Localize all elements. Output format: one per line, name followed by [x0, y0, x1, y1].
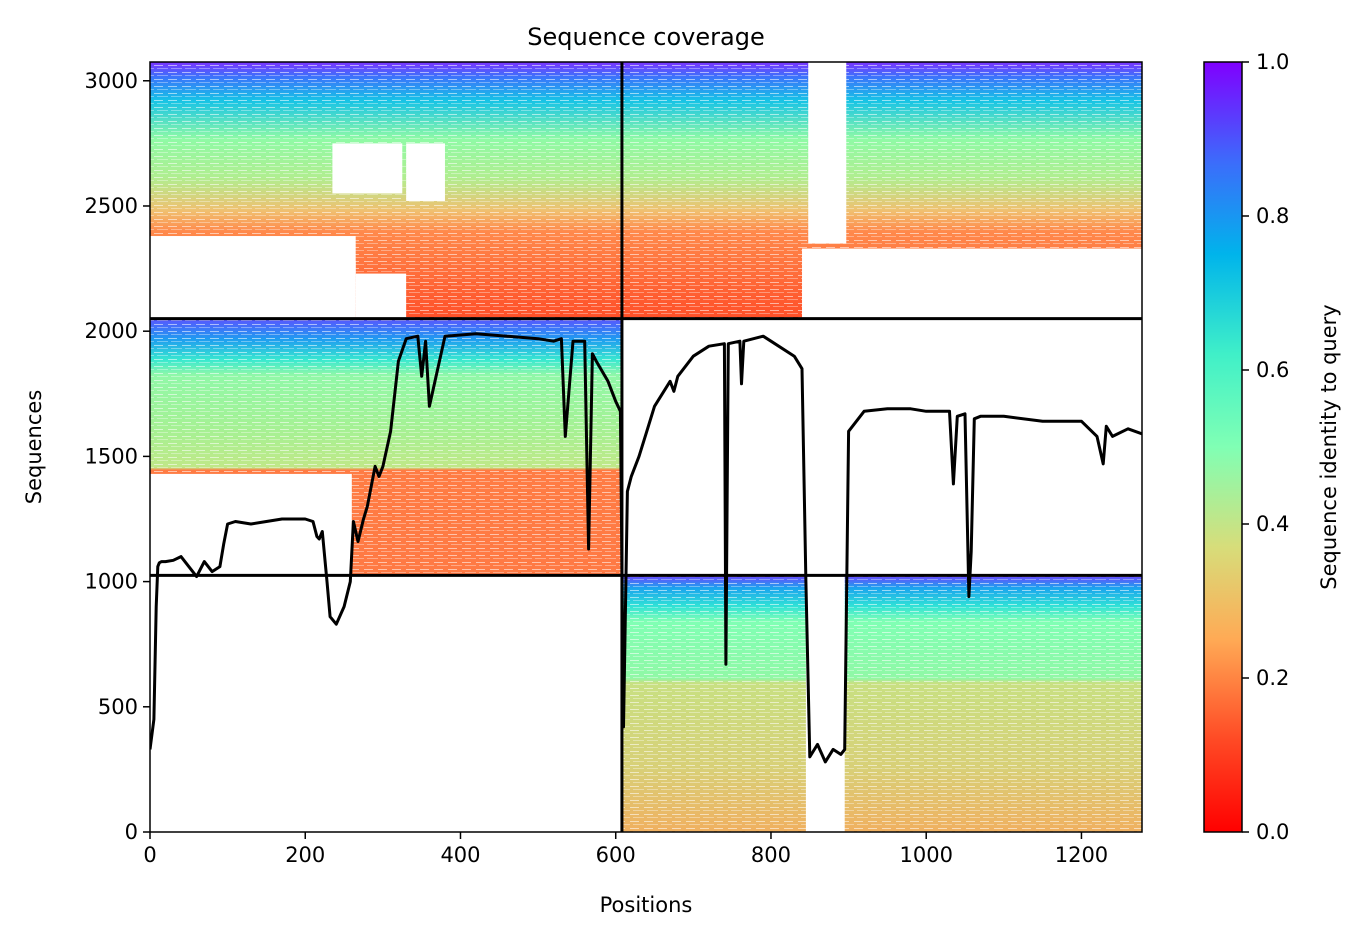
coverage-line-layer	[150, 332, 1142, 764]
uncovered-region	[805, 575, 845, 832]
x-tick-label: 600	[596, 843, 636, 867]
heatmap-layer	[150, 62, 1142, 832]
colorbar	[1203, 61, 1243, 833]
x-axis: 0 200 400 600 800 1000 1200	[143, 832, 1108, 867]
y-tick-label: 1500	[85, 444, 138, 468]
y-tick-label: 3000	[85, 69, 138, 93]
y-tick-label: 500	[98, 695, 138, 719]
y-tick-label: 1000	[85, 570, 138, 594]
colorbar-tick-label: 0.2	[1256, 666, 1289, 690]
uncovered-region	[355, 273, 407, 319]
x-tick-label: 0	[143, 843, 156, 867]
colorbar-axis: 0.0 0.2 0.4 0.6 0.8 1.0	[1242, 50, 1289, 844]
block-dividers	[150, 62, 1142, 832]
uncovered-region	[808, 62, 847, 244]
x-tick-label: 800	[751, 843, 791, 867]
axes-frame	[149, 61, 1143, 833]
colorbar-tick-label: 0.4	[1256, 512, 1289, 536]
y-axis-label: Sequences	[22, 390, 46, 505]
uncovered-region	[406, 143, 445, 201]
colorbar-label: Sequence identity to query	[1317, 304, 1341, 589]
x-axis-label: Positions	[600, 893, 693, 917]
block-bottom-right-texture	[621, 575, 1142, 832]
uncovered-region	[802, 248, 1142, 319]
y-tick-label: 2500	[85, 194, 138, 218]
y-tick-label: 0	[125, 820, 138, 844]
uncovered-region	[332, 143, 403, 194]
colorbar-tick-label: 1.0	[1256, 50, 1289, 74]
x-tick-label: 400	[440, 843, 480, 867]
y-axis: 0 500 1000 1500 2000 2500 3000	[85, 69, 150, 844]
y-tick-label: 2000	[85, 319, 138, 343]
x-tick-label: 1000	[899, 843, 952, 867]
coverage-line	[150, 332, 1142, 764]
block-bottom-right	[621, 575, 1142, 832]
colorbar-tick-label: 0.6	[1256, 358, 1289, 382]
colorbar-tick-label: 0.8	[1256, 204, 1289, 228]
uncovered-region	[223, 261, 356, 319]
colorbar-tick-label: 0.0	[1256, 820, 1289, 844]
x-tick-label: 200	[285, 843, 325, 867]
chart-title: Sequence coverage	[527, 23, 764, 51]
x-tick-label: 1200	[1055, 843, 1108, 867]
